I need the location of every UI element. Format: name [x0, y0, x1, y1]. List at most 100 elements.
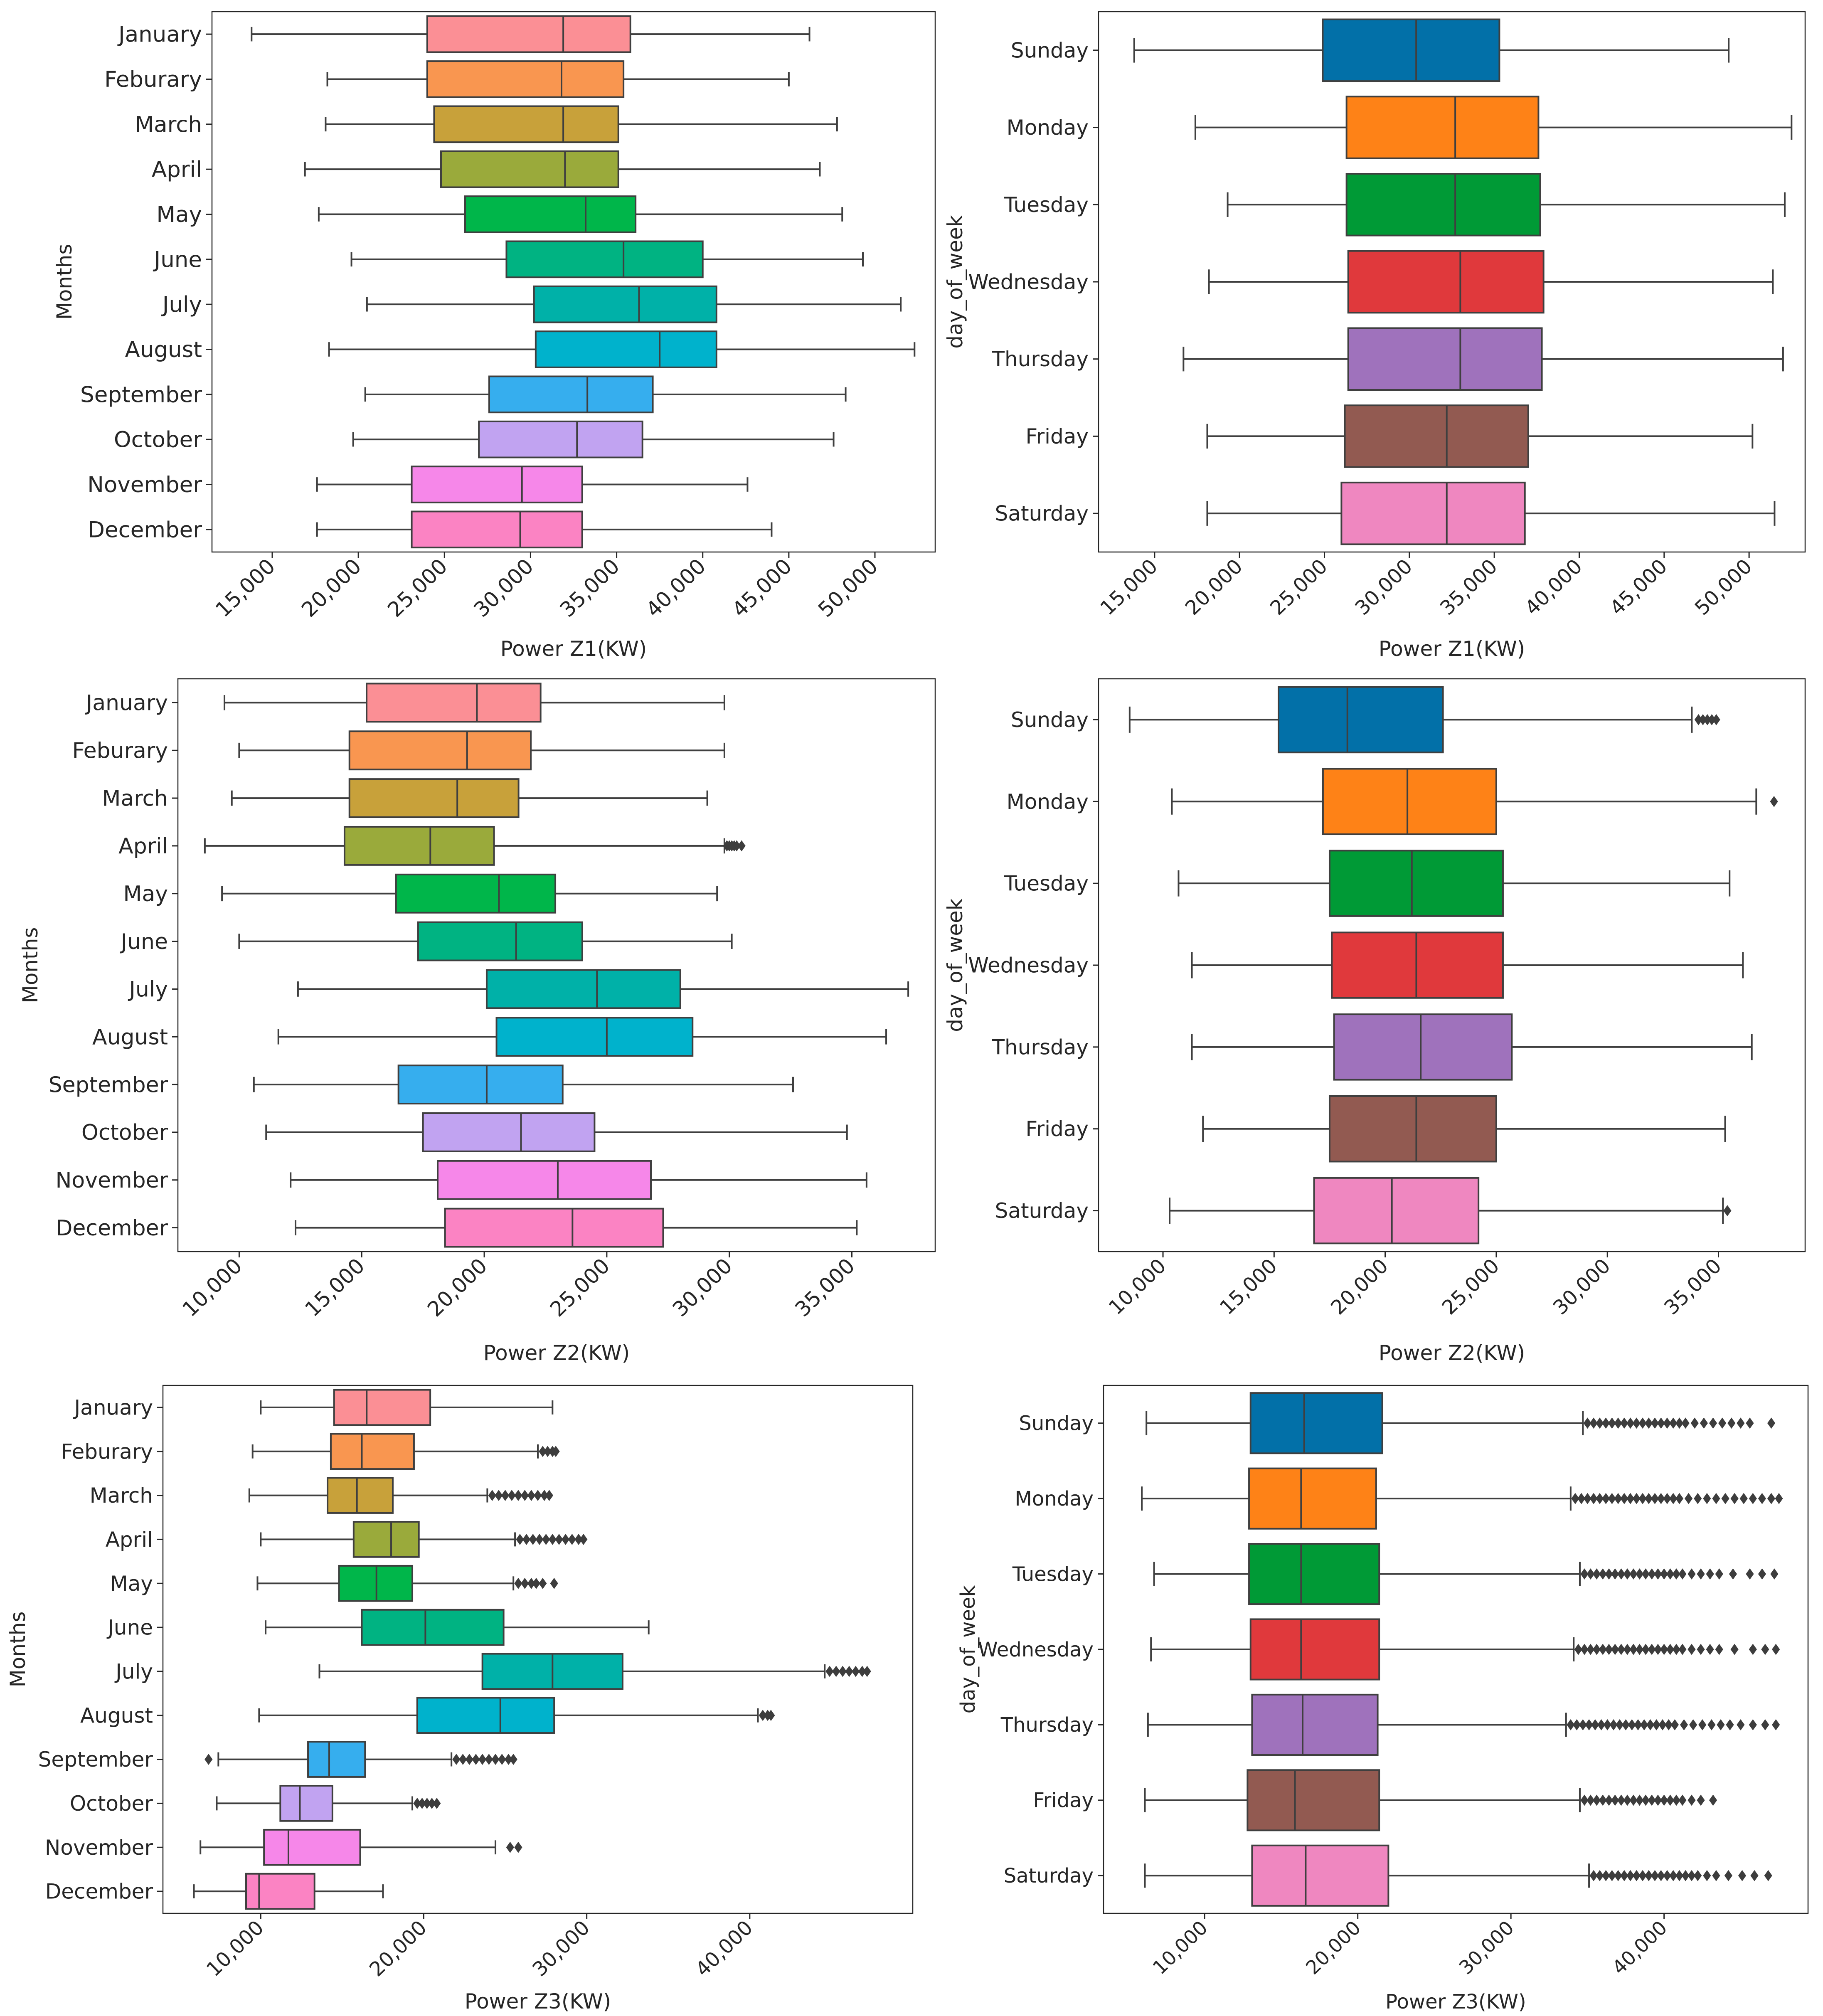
outlier-point	[555, 1533, 563, 1545]
outlier-point	[1706, 1644, 1714, 1655]
x-tick-label: 30,000	[668, 1254, 737, 1321]
outlier-point	[1657, 1417, 1665, 1429]
outlier-point	[550, 1577, 558, 1589]
box-iqr	[333, 1389, 431, 1426]
outlier-point	[1727, 1417, 1736, 1429]
x-tick-label: 40,000	[691, 1916, 757, 1981]
box-october	[265, 1112, 848, 1152]
outlier-point	[1749, 1493, 1757, 1504]
outlier-point	[1609, 1719, 1618, 1730]
box-iqr	[361, 1609, 505, 1646]
outlier-point	[1629, 1794, 1638, 1806]
box-iqr	[1328, 850, 1504, 917]
y-tick-label: June	[153, 247, 202, 272]
box-monday	[1171, 768, 1778, 835]
outlier-point	[1706, 1568, 1714, 1580]
chart-panel-3: January Feburary March April May June July Augu…	[18, 678, 936, 1365]
outlier-point	[1621, 1719, 1630, 1730]
outlier-point	[491, 1754, 500, 1765]
outlier-point	[1620, 1493, 1628, 1504]
outlier-point	[552, 1446, 560, 1457]
outlier-point	[1572, 1719, 1581, 1730]
outlier-point	[514, 1841, 522, 1853]
box-may	[221, 873, 718, 914]
outlier-point	[1567, 1719, 1575, 1730]
outlier-point	[1761, 1719, 1769, 1730]
box-wednesday	[1191, 932, 1744, 999]
outlier-point	[1750, 1870, 1759, 1881]
outlier-point	[1660, 1644, 1668, 1655]
box-january	[224, 683, 725, 723]
box-iqr	[1278, 686, 1444, 754]
y-tick-label: Feburary	[104, 67, 202, 92]
box-april	[304, 150, 821, 188]
outlier-point	[532, 1577, 540, 1589]
y-tick-label: Friday	[1025, 1117, 1089, 1141]
box-iqr	[1331, 932, 1504, 999]
box-iqr	[245, 1873, 315, 1910]
box-iqr	[1249, 1392, 1383, 1454]
outlier-point	[1709, 1794, 1717, 1806]
box-march	[248, 1477, 554, 1514]
box-iqr	[1248, 1467, 1377, 1530]
box-december	[295, 1208, 858, 1248]
outlier-point	[1700, 1417, 1708, 1429]
box-july	[297, 969, 909, 1009]
outlier-point	[1640, 1719, 1648, 1730]
y-tick-label: June	[120, 929, 168, 954]
x-tick-label: 40,000	[1608, 1916, 1671, 1979]
box-saturday	[1169, 1177, 1732, 1245]
y-tick-label: Friday	[1025, 424, 1089, 449]
box-feburary	[251, 1433, 560, 1470]
outlier-point	[1608, 1870, 1616, 1881]
box-september	[253, 1065, 794, 1105]
outlier-point	[1666, 1644, 1674, 1655]
y-tick-label: May	[110, 1572, 153, 1596]
outlier-point	[1623, 1644, 1631, 1655]
box-iqr	[263, 1829, 361, 1866]
y-tick-label: Thursday	[992, 1035, 1089, 1059]
box-wednesday	[1208, 250, 1774, 314]
outlier-point	[1770, 1568, 1779, 1580]
box-may	[256, 1565, 558, 1602]
box-march	[325, 105, 838, 143]
outlier-point	[1651, 1870, 1659, 1881]
box-june	[350, 240, 864, 278]
box-friday	[1206, 404, 1754, 468]
box-iqr	[327, 1477, 394, 1514]
box-december	[316, 510, 773, 549]
outlier-point	[1632, 1870, 1641, 1881]
outlier-point	[1648, 1568, 1656, 1580]
x-tick-label: 20,000	[297, 554, 366, 622]
box-feburary	[326, 60, 790, 98]
y-tick-label: December	[56, 1216, 168, 1241]
box-iqr	[417, 921, 583, 961]
x-tick-label: 30,000	[528, 1916, 594, 1981]
box-friday	[1202, 1095, 1726, 1163]
y-tick-label: July	[114, 1659, 153, 1683]
box-iqr	[433, 105, 619, 143]
outlier-point	[1698, 1719, 1707, 1730]
x-tick-label: 25,000	[1266, 555, 1332, 620]
outlier-point	[1663, 1870, 1671, 1881]
box-january	[251, 15, 810, 53]
outlier-point	[204, 1754, 213, 1765]
outlier-point	[825, 1666, 834, 1677]
outlier-point	[1767, 1417, 1776, 1429]
outlier-point	[1599, 1644, 1607, 1655]
outlier-point	[521, 1577, 529, 1589]
x-axis-label: Power Z3(KW)	[1385, 1990, 1526, 2014]
box-november	[290, 1160, 867, 1200]
outlier-point	[1681, 1870, 1690, 1881]
outlier-point	[1717, 1719, 1725, 1730]
outlier-point	[1580, 1644, 1589, 1655]
x-tick-label: 15,000	[1215, 1254, 1282, 1319]
outlier-point	[1688, 1870, 1696, 1881]
outlier-point	[1703, 1870, 1711, 1881]
y-tick-label: Tuesday	[1012, 1563, 1094, 1586]
x-tick-label: 35,000	[1436, 555, 1502, 620]
outlier-point	[1645, 1493, 1653, 1504]
outlier-point	[542, 1533, 550, 1545]
outlier-point	[535, 1533, 544, 1545]
outlier-point	[1654, 1794, 1662, 1806]
